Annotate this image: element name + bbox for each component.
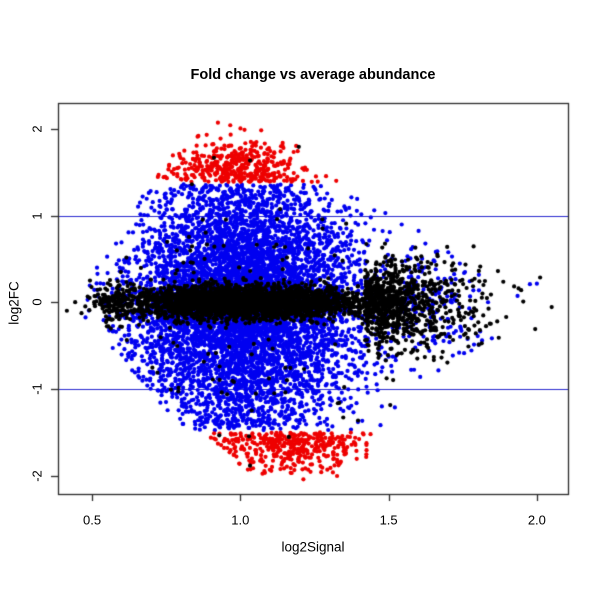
x-tick-label: 1.0	[231, 512, 250, 528]
y-tick-label: -1	[29, 383, 45, 395]
x-tick-label: 1.5	[379, 512, 398, 528]
y-tick-label: 1	[29, 212, 45, 220]
y-tick-label: 2	[29, 125, 45, 133]
y-tick-label: 0	[29, 298, 45, 307]
x-axis-label: log2Signal	[281, 539, 345, 555]
x-tick-label: 2.0	[527, 512, 546, 528]
y-axis-label: log2FC	[6, 281, 22, 325]
chart-title: Fold change vs average abundance	[190, 67, 436, 83]
x-tick-label: 0.5	[83, 512, 102, 528]
y-tick-label: -2	[29, 470, 45, 482]
